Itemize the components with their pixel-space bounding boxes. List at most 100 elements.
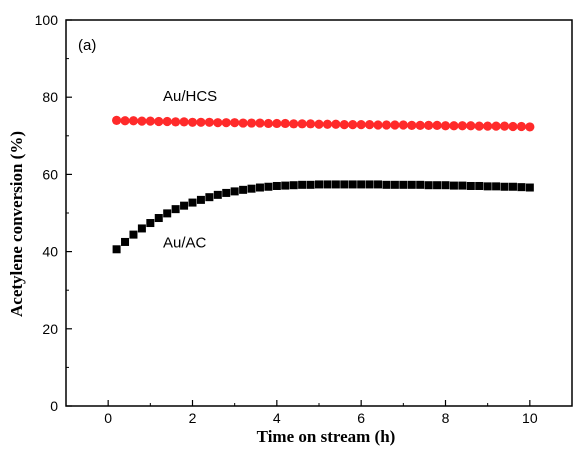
data-point: [491, 121, 501, 131]
data-point: [331, 180, 340, 189]
data-point: [449, 121, 459, 131]
y-tick-label: 20: [42, 321, 58, 337]
data-point: [357, 180, 366, 189]
x-tick-label: 10: [522, 410, 538, 426]
data-point: [298, 180, 307, 189]
data-point: [525, 183, 534, 192]
data-point: [272, 181, 281, 190]
data-point: [187, 117, 198, 127]
x-tick-label: 8: [442, 410, 450, 426]
data-point: [289, 119, 299, 129]
data-point: [474, 121, 484, 131]
data-point: [213, 118, 223, 128]
x-tick-label: 4: [273, 410, 281, 426]
data-point: [306, 180, 315, 189]
data-point: [433, 181, 442, 190]
data-point: [196, 117, 206, 127]
data-point: [305, 119, 316, 129]
data-point: [112, 245, 121, 254]
series-au-ac: [112, 180, 534, 254]
series-annotation: Au/HCS: [163, 88, 217, 105]
data-point: [255, 183, 264, 192]
data-point: [222, 188, 231, 197]
data-point: [340, 180, 349, 189]
data-point: [145, 116, 155, 126]
plot-frame: [65, 19, 573, 407]
panel-label: (a): [78, 37, 96, 54]
data-point: [171, 205, 180, 214]
data-point: [525, 122, 535, 132]
x-axis-title: Time on stream (h): [257, 427, 396, 446]
data-point: [440, 121, 451, 131]
data-point: [348, 180, 357, 189]
data-point: [205, 193, 214, 202]
data-point: [348, 120, 358, 130]
data-point: [382, 180, 391, 189]
data-point: [171, 117, 181, 127]
data-point: [137, 224, 146, 233]
y-tick-label: 60: [42, 166, 58, 182]
labels: (a) Time on stream (h) Acetylene convers…: [7, 37, 395, 446]
data-point: [129, 230, 138, 239]
data-point: [432, 120, 442, 130]
data-point: [475, 181, 484, 190]
data-point: [483, 121, 493, 131]
data-point: [255, 118, 265, 128]
data-point: [508, 121, 518, 132]
x-tick-label: 0: [104, 410, 112, 426]
data-point: [120, 116, 130, 126]
data-point: [154, 116, 164, 127]
data-point: [263, 118, 273, 129]
data-point: [517, 183, 526, 192]
x-tick-label: 6: [357, 410, 365, 426]
data-point: [466, 181, 475, 190]
data-point: [365, 120, 375, 130]
data-point: [322, 119, 333, 129]
data-point: [213, 190, 222, 199]
y-tick-label: 40: [42, 244, 58, 260]
data-point: [457, 121, 467, 131]
data-point: [365, 180, 374, 189]
data-point: [398, 120, 408, 130]
data-point: [230, 187, 239, 196]
data-point: [112, 115, 122, 125]
data-point: [424, 181, 433, 190]
data-point: [230, 118, 240, 128]
data-point: [449, 181, 458, 190]
series-au-hcs: [112, 115, 535, 132]
data-point: [483, 182, 492, 191]
data-point: [272, 118, 282, 129]
data-point: [280, 118, 290, 129]
data-point: [390, 120, 400, 130]
data-point: [264, 182, 273, 191]
data-point: [399, 180, 408, 189]
data-point: [146, 219, 155, 228]
data-point: [180, 201, 189, 210]
data-point: [188, 198, 197, 207]
data-point: [516, 121, 527, 132]
data-point: [128, 116, 139, 126]
series-layer: [112, 115, 535, 254]
data-point: [179, 117, 189, 127]
data-point: [500, 182, 509, 191]
data-point: [331, 119, 341, 129]
data-point: [508, 182, 517, 191]
data-point: [381, 120, 392, 130]
data-point: [323, 180, 332, 189]
y-tick-label: 80: [42, 89, 58, 105]
x-tick-label: 2: [189, 410, 197, 426]
data-point: [390, 180, 399, 189]
series-annotation: Au/AC: [163, 235, 207, 252]
axes: [65, 19, 573, 407]
data-point: [492, 182, 501, 191]
data-point: [246, 118, 257, 128]
data-point: [441, 181, 450, 190]
data-point: [424, 120, 434, 130]
data-point: [162, 116, 172, 127]
y-tick-label: 100: [35, 12, 59, 28]
data-point: [247, 184, 256, 193]
data-point: [137, 116, 147, 126]
data-point: [238, 118, 248, 128]
data-point: [356, 120, 366, 130]
